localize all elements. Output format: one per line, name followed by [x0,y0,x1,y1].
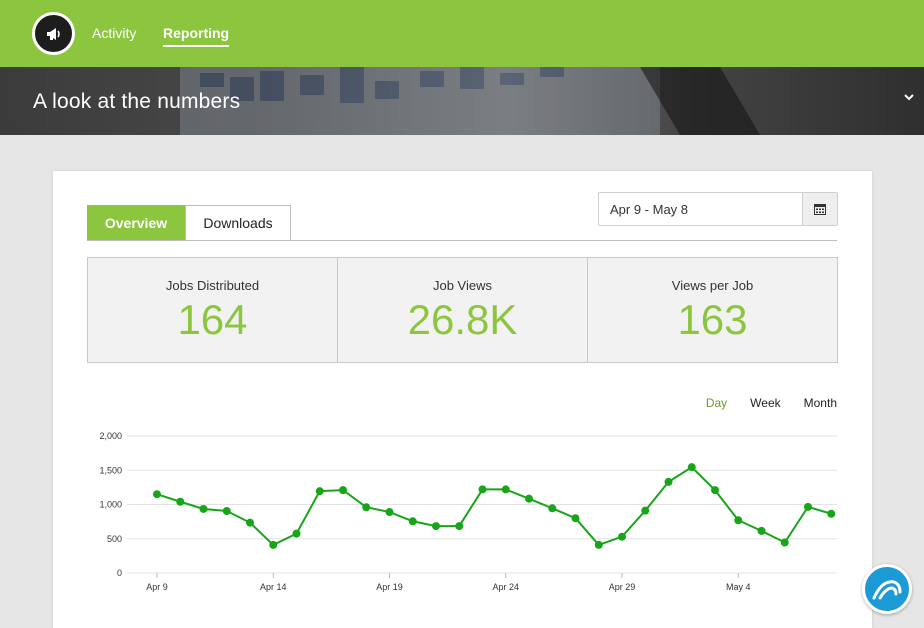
granularity-day[interactable]: Day [705,396,728,410]
data-point [501,485,510,494]
data-point [641,506,650,515]
stat-value: 26.8K [407,296,518,343]
views-line-chart: 0 500 1,000 1,500 2,000 Apr 9 Apr 14 Apr 19 Apr … [99,431,837,592]
data-point [548,504,557,513]
data-point [571,514,580,523]
data-point [199,504,208,513]
help-widget-icon [872,580,902,600]
help-widget-button[interactable] [862,564,912,614]
hero-background-image [180,67,760,135]
page-title: A look at the numbers [33,90,241,113]
report-card: Overview Downloads Apr 9 - May 8 Jobs Di… [53,171,872,628]
x-tick-label: Apr 9 [146,582,168,592]
data-point [525,494,533,503]
data-point [339,486,347,495]
stat-views-per-job: Views per Job 163 [588,258,837,362]
calendar-icon [814,204,826,215]
data-point [362,503,371,512]
data-point [153,490,161,499]
y-tick-label: 0 [117,568,122,578]
megaphone-icon [46,27,60,40]
x-tick-label: Apr 29 [609,582,636,592]
chevron-down-icon[interactable] [904,93,914,101]
data-point [222,507,231,516]
top-nav: Activity Reporting [0,0,924,67]
data-point [315,487,324,496]
x-tick-label: Apr 14 [260,582,287,592]
y-tick-label: 500 [107,534,122,544]
stat-job-views: Job Views 26.8K [338,258,588,362]
data-point [478,485,487,494]
tabs-divider [87,240,837,241]
date-range-picker[interactable]: Apr 9 - May 8 [598,192,838,226]
stat-value: 163 [677,296,748,343]
nav-reporting[interactable]: Reporting [163,25,230,47]
data-point [804,502,812,511]
stat-label: Views per Job [671,278,754,293]
data-point [780,538,789,547]
tab-overview[interactable]: Overview [87,205,185,240]
data-point [711,486,719,495]
granularity-selector: Day Week Month [683,396,837,410]
data-point [176,497,185,506]
data-point [827,509,836,518]
nav-activity[interactable]: Activity [92,25,137,41]
data-point [432,522,440,531]
data-point [408,517,417,526]
data-point [246,518,254,527]
data-point [664,477,673,486]
stat-label: Jobs Distributed [165,278,260,293]
series-line [156,465,832,547]
calendar-button[interactable] [802,193,837,225]
stats-panel: Jobs Distributed 164 Job Views 26.8K Vie… [87,257,838,363]
y-tick-label: 1,000 [99,500,122,510]
stat-jobs-distributed: Jobs Distributed 164 [88,258,338,362]
data-point [687,463,696,472]
data-point [618,532,626,541]
data-point [594,540,603,549]
y-tick-label: 1,500 [99,465,122,475]
hero-banner: A look at the numbers [0,67,924,135]
x-tick-label: Apr 24 [492,582,519,592]
data-point [734,516,743,525]
app-logo[interactable] [32,12,75,55]
data-point [455,522,464,531]
data-point [757,526,766,535]
granularity-month[interactable]: Month [803,396,837,410]
data-point [269,540,278,549]
data-point [292,529,301,538]
y-tick-label: 2,000 [99,431,122,441]
date-range-value[interactable]: Apr 9 - May 8 [610,202,689,217]
x-tick-label: Apr 19 [376,582,403,592]
stat-value: 164 [177,296,248,343]
tab-downloads[interactable]: Downloads [185,205,291,240]
data-point [385,508,394,517]
granularity-week[interactable]: Week [750,396,781,410]
x-tick-label: May 4 [726,582,751,592]
stat-label: Job Views [432,278,492,293]
